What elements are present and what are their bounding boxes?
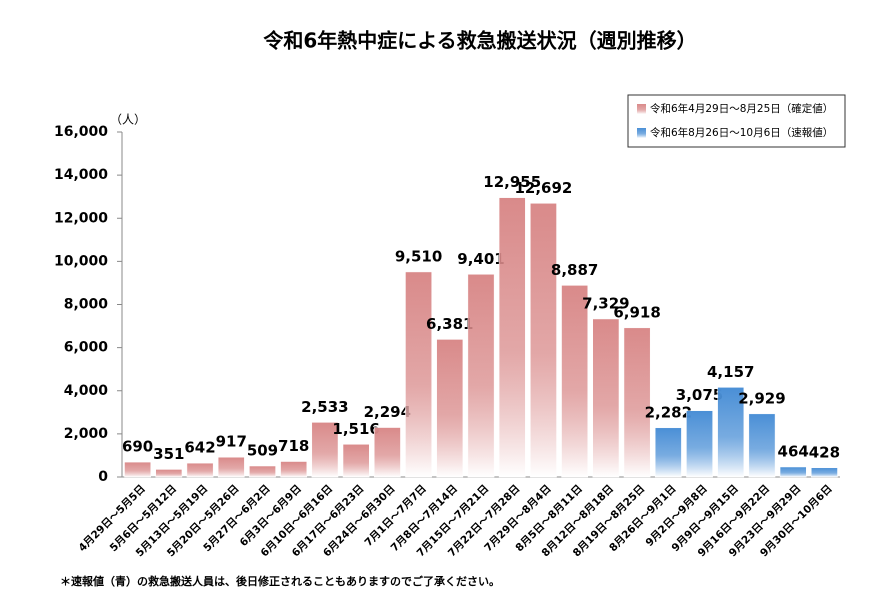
legend-label: 令和6年4月29日～8月25日（確定値） [650,102,833,115]
y-tick-label: 8,000 [64,297,109,313]
bar [217,456,245,478]
bar [436,339,464,478]
y-tick-label: 14,000 [54,167,108,183]
bar [748,413,776,478]
legend-label: 令和6年8月26日～10月6日（速報値） [650,126,833,139]
y-tick-label: 4,000 [64,383,109,399]
y-tick-label: 6,000 [64,340,109,356]
bar [280,461,308,478]
data-label: 2,929 [738,389,785,407]
data-label: 642 [184,439,215,457]
data-label: 4,157 [707,363,754,381]
bar [342,444,370,478]
bar [498,197,526,478]
data-label: 12,692 [514,179,572,197]
bar [592,318,620,478]
bar [686,410,713,478]
data-label: 1,516 [332,420,379,438]
data-label: 9,401 [457,250,504,268]
data-label: 509 [247,442,278,460]
data-label: 6,381 [426,315,473,333]
bar [124,461,151,478]
legend-box [627,94,846,148]
chart-title: 令和6年熱中症による救急搬送状況（週別推移） [263,29,696,53]
bar [811,467,838,478]
bar [623,327,651,478]
legend-swatch [637,128,646,138]
legend-swatch [637,104,646,114]
data-label: 2,294 [364,403,411,421]
bar [779,466,807,478]
footnote: ＊速報値（青）の救急搬送人員は、後日修正されることもありますのでご了承ください。 [60,574,500,588]
bar [155,469,183,478]
data-label: 917 [216,433,247,451]
bar [530,203,557,478]
bar [249,465,276,478]
data-label: 8,887 [551,261,598,279]
y-tick-label: 2,000 [64,426,109,442]
y-tick-label: 16,000 [54,124,108,140]
bar [717,387,745,478]
bar [186,462,214,478]
data-label: 2,282 [645,403,692,421]
bar [654,427,682,478]
y-tick-label: 10,000 [54,253,108,269]
data-label: 9,510 [395,247,442,265]
bar [561,285,589,478]
bar [405,271,432,478]
data-label: 718 [278,437,309,455]
bar [311,422,339,478]
data-label: 690 [122,438,153,456]
data-label: 428 [809,443,840,461]
data-label: 351 [153,445,184,463]
data-label: 2,533 [301,398,348,416]
data-label: 7,329 [582,294,629,312]
y-tick-label: 0 [98,469,108,485]
data-label: 3,075 [676,386,723,404]
bar [373,427,401,478]
data-label: 6,918 [613,303,660,321]
data-label: 12,955 [483,173,541,191]
bar [467,274,495,478]
data-label: 464 [778,442,809,460]
y-tick-label: 12,000 [54,210,108,226]
y-axis-label: （人） [110,113,146,127]
